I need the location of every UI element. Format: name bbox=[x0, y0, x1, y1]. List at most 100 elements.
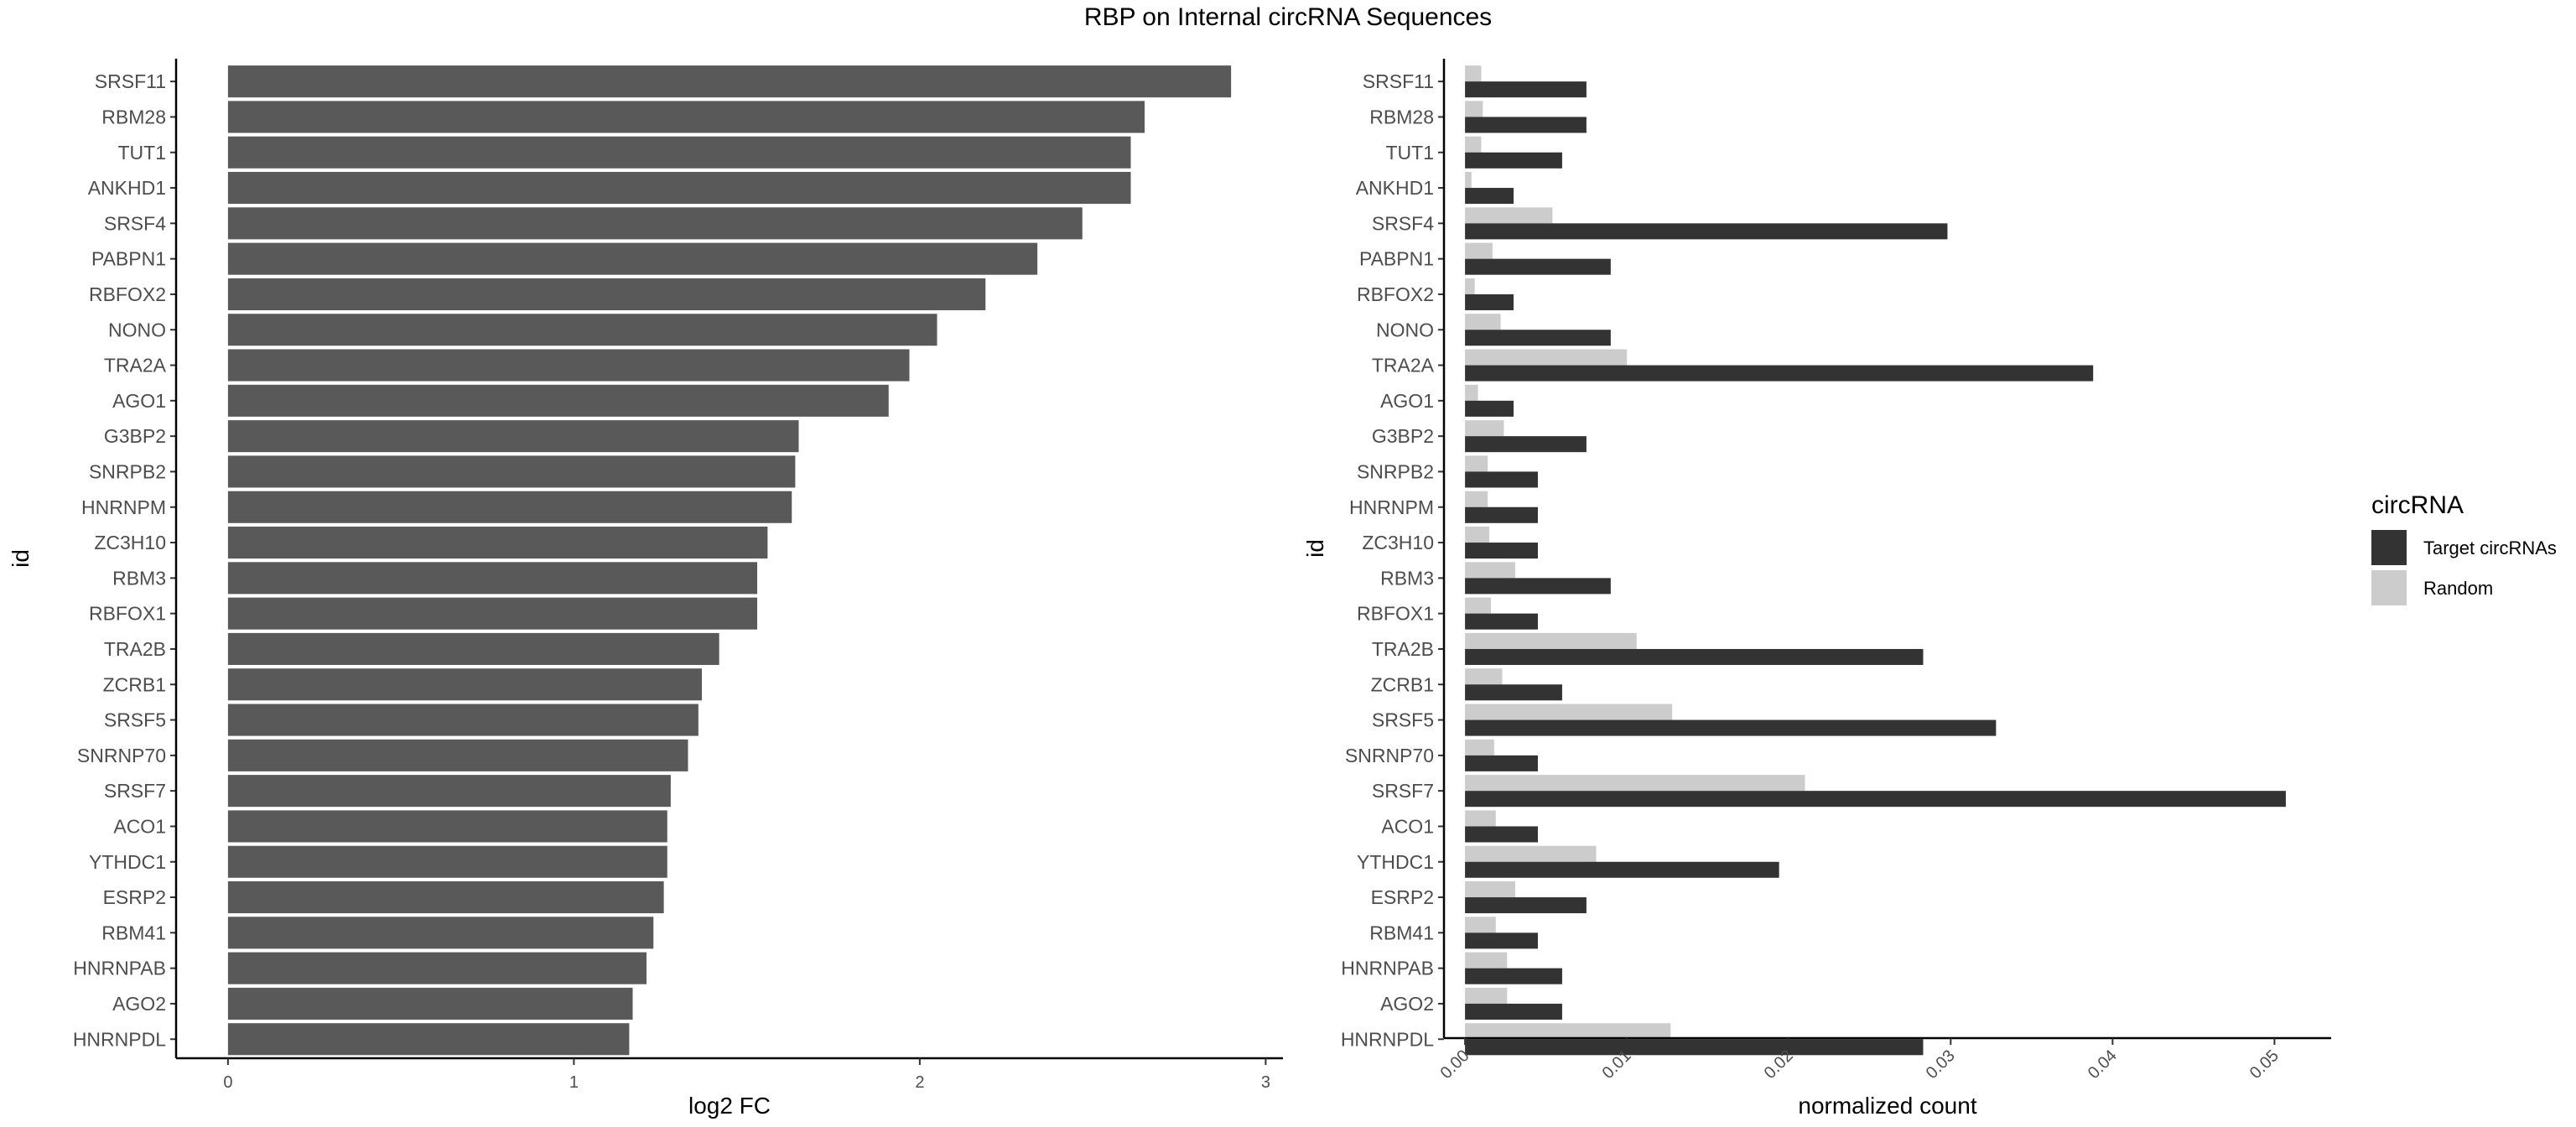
bar-target-snrpb2 bbox=[1465, 471, 1538, 488]
bar-random-rbfox2 bbox=[1465, 278, 1475, 294]
x-tick-label: 0.03 bbox=[1923, 1046, 1959, 1083]
bar-rbm3 bbox=[227, 562, 757, 595]
y-tick-label: SNRNP70 bbox=[77, 745, 166, 766]
legend-swatch bbox=[2371, 530, 2407, 565]
bar-target-srsf5 bbox=[1465, 719, 1997, 736]
x-axis-title: normalized count bbox=[1798, 1093, 1976, 1119]
bar-srsf4 bbox=[227, 207, 1083, 240]
bar-hnrnpab bbox=[227, 952, 647, 984]
y-tick-label: NONO bbox=[1376, 319, 1434, 340]
bar-random-ythdc1 bbox=[1465, 845, 1597, 862]
bar-random-rbm41 bbox=[1465, 917, 1496, 933]
legend-title: circRNA bbox=[2371, 491, 2464, 519]
bar-target-pabpn1 bbox=[1465, 258, 1611, 275]
y-tick-label: AGO1 bbox=[1380, 390, 1434, 412]
bar-target-snrnp70 bbox=[1465, 755, 1538, 771]
y-tick-label: RBFOX1 bbox=[89, 603, 166, 625]
y-tick-label: ZC3H10 bbox=[1362, 532, 1434, 553]
bar-random-ago2 bbox=[1465, 987, 1508, 1004]
bar-nono bbox=[227, 314, 937, 346]
y-tick-label: SRSF11 bbox=[1363, 70, 1434, 92]
bar-target-tra2b bbox=[1465, 648, 1924, 665]
bar-rbfox2 bbox=[227, 278, 986, 310]
bar-target-ago1 bbox=[1465, 400, 1514, 417]
y-tick-label: TRA2B bbox=[1372, 638, 1434, 660]
bar-snrnp70 bbox=[227, 739, 688, 771]
bar-pabpn1 bbox=[227, 242, 1038, 275]
y-tick-label: ZC3H10 bbox=[94, 532, 166, 553]
bar-target-rbm41 bbox=[1465, 932, 1538, 949]
y-tick-label: ESRP2 bbox=[1371, 886, 1434, 908]
bar-target-rbfox2 bbox=[1465, 293, 1514, 310]
bar-target-srsf7 bbox=[1465, 791, 2286, 808]
bar-target-ago2 bbox=[1465, 1003, 1562, 1020]
bar-random-zc3h10 bbox=[1465, 527, 1490, 543]
bar-random-tra2b bbox=[1465, 632, 1637, 649]
legend-label: Target circRNAs bbox=[2423, 538, 2557, 558]
bar-target-zcrb1 bbox=[1465, 684, 1562, 701]
y-tick-label: ESRP2 bbox=[103, 886, 166, 908]
y-tick-label: SNRPB2 bbox=[89, 460, 166, 482]
y-tick-label: RBFOX1 bbox=[1357, 603, 1434, 625]
x-tick-label: 0.04 bbox=[2085, 1046, 2121, 1083]
bar-random-zcrb1 bbox=[1465, 668, 1503, 685]
y-tick-label: YTHDC1 bbox=[1357, 851, 1434, 873]
y-tick-label: SNRNP70 bbox=[1345, 745, 1434, 766]
bar-target-aco1 bbox=[1465, 826, 1538, 843]
legend-label: Random bbox=[2423, 578, 2493, 599]
y-tick-label: SRSF5 bbox=[1372, 709, 1434, 731]
bar-target-zc3h10 bbox=[1465, 543, 1538, 559]
y-tick-label: TRA2A bbox=[1372, 355, 1435, 377]
bar-random-hnrnpdl bbox=[1465, 1023, 1671, 1040]
y-tick-label: PABPN1 bbox=[91, 248, 166, 270]
bar-random-hnrnpm bbox=[1465, 491, 1488, 507]
bar-rbfox1 bbox=[227, 597, 757, 630]
x-tick-label: 1 bbox=[569, 1073, 579, 1092]
x-tick-label: 0.05 bbox=[2246, 1046, 2283, 1083]
x-tick-label: 0 bbox=[223, 1073, 232, 1092]
y-tick-label: ACO1 bbox=[113, 815, 166, 837]
y-tick-label: SRSF4 bbox=[104, 212, 166, 234]
y-tick-label: RBM28 bbox=[1369, 106, 1434, 127]
y-tick-label: HNRNPAB bbox=[73, 958, 166, 979]
bar-target-ythdc1 bbox=[1465, 861, 1779, 878]
bar-snrpb2 bbox=[227, 455, 796, 488]
y-tick-label: ANKHD1 bbox=[88, 177, 166, 199]
y-tick-label: SRSF11 bbox=[95, 70, 166, 92]
bar-ythdc1 bbox=[227, 845, 667, 878]
bar-random-aco1 bbox=[1465, 810, 1496, 827]
y-tick-label: HNRNPAB bbox=[1341, 958, 1434, 979]
y-tick-label: RBFOX2 bbox=[89, 283, 166, 305]
bar-target-ankhd1 bbox=[1465, 188, 1514, 205]
y-tick-label: PABPN1 bbox=[1359, 248, 1434, 270]
y-tick-label: SRSF7 bbox=[104, 780, 166, 802]
bar-rbm41 bbox=[227, 917, 654, 949]
bar-random-rbm3 bbox=[1465, 562, 1515, 579]
bar-g3bp2 bbox=[227, 420, 799, 453]
y-tick-label: RBM41 bbox=[1369, 922, 1434, 943]
bar-tra2a bbox=[227, 349, 910, 382]
bar-target-rbm3 bbox=[1465, 578, 1611, 595]
y-tick-label: ANKHD1 bbox=[1356, 177, 1434, 199]
bar-random-pabpn1 bbox=[1465, 242, 1493, 259]
x-tick-label: 2 bbox=[915, 1073, 924, 1092]
bar-random-snrnp70 bbox=[1465, 739, 1494, 756]
bar-random-srsf5 bbox=[1465, 704, 1673, 720]
y-tick-label: SRSF5 bbox=[104, 709, 166, 731]
bar-random-tra2a bbox=[1465, 349, 1628, 366]
y-tick-label: ZCRB1 bbox=[103, 673, 166, 695]
bar-random-srsf11 bbox=[1465, 65, 1482, 82]
y-tick-label: NONO bbox=[108, 319, 166, 340]
bar-random-snrpb2 bbox=[1465, 455, 1488, 472]
y-tick-label: RBM3 bbox=[112, 567, 166, 589]
bar-random-tut1 bbox=[1465, 136, 1482, 153]
y-tick-label: RBFOX2 bbox=[1357, 283, 1434, 305]
bar-random-srsf7 bbox=[1465, 775, 1805, 792]
bar-target-hnrnpm bbox=[1465, 506, 1538, 523]
y-tick-label: YTHDC1 bbox=[89, 851, 166, 873]
bar-ankhd1 bbox=[227, 172, 1131, 205]
bar-zcrb1 bbox=[227, 668, 702, 701]
y-tick-label: HNRNPDL bbox=[73, 1028, 166, 1050]
